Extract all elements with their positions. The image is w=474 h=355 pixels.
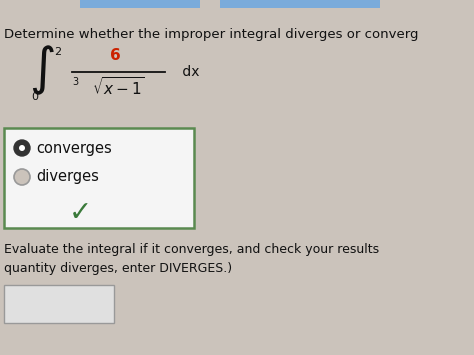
FancyBboxPatch shape [4, 285, 114, 323]
Text: Evaluate the integral if it converges, and check your results: Evaluate the integral if it converges, a… [4, 243, 379, 256]
Text: 0: 0 [31, 92, 38, 102]
Text: diverges: diverges [36, 169, 99, 185]
Text: converges: converges [36, 141, 112, 155]
Text: 3: 3 [72, 77, 78, 87]
Text: ✓: ✓ [68, 199, 91, 227]
Text: dx: dx [178, 65, 200, 79]
FancyBboxPatch shape [4, 128, 194, 228]
Text: 6: 6 [109, 49, 120, 64]
Text: 2: 2 [55, 47, 62, 57]
Text: quantity diverges, enter DIVERGES.): quantity diverges, enter DIVERGES.) [4, 262, 232, 275]
Text: $\int$: $\int$ [29, 43, 55, 97]
Circle shape [14, 169, 30, 185]
Text: Determine whether the improper integral diverges or converg: Determine whether the improper integral … [4, 28, 419, 41]
Circle shape [14, 140, 30, 156]
Bar [220, 0, 380, 8]
Text: $\sqrt{x-1}$: $\sqrt{x-1}$ [91, 76, 144, 98]
Circle shape [19, 145, 25, 151]
Bar [80, 0, 200, 8]
